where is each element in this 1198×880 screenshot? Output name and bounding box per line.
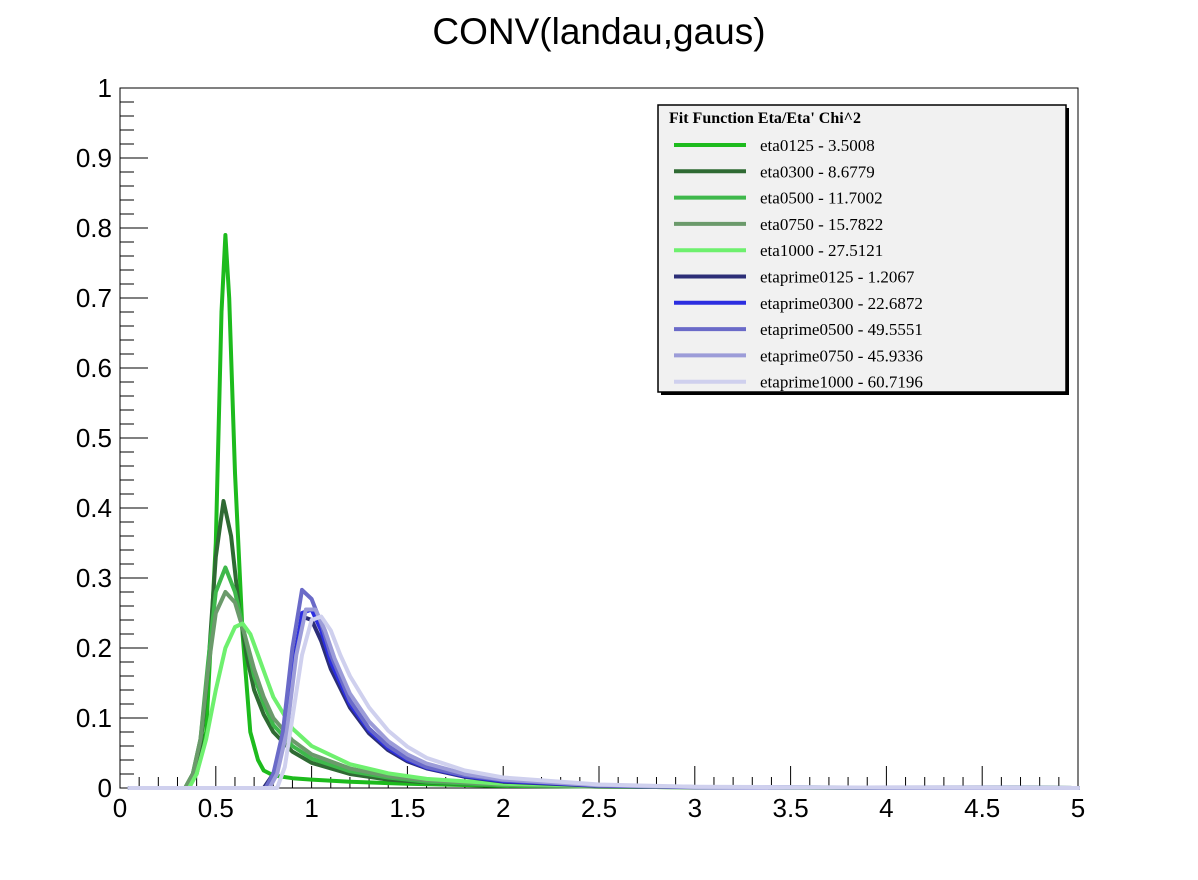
legend-label: etaprime1000 - 60.7196	[760, 373, 923, 392]
x-tick-label: 0.5	[198, 793, 234, 823]
legend-title: Fit Function Eta/Eta' Chi^2	[669, 110, 861, 127]
y-tick-label: 0.4	[76, 493, 112, 523]
chart-title: CONV(landau,gaus)	[432, 11, 765, 52]
legend-label: eta0300 - 8.6779	[760, 162, 875, 181]
legend-label: eta1000 - 27.5121	[760, 241, 883, 260]
legend-label: etaprime0750 - 45.9336	[760, 346, 923, 365]
y-tick-label: 0.2	[76, 633, 112, 663]
x-tick-label: 0	[113, 793, 127, 823]
series-line-6	[127, 614, 1080, 790]
legend-label: eta0750 - 15.7822	[760, 215, 883, 234]
x-tick-label: 2.5	[581, 793, 617, 823]
x-tick-label: 4	[879, 793, 893, 823]
x-tick-label: 3	[688, 793, 702, 823]
y-tick-label: 0.9	[76, 143, 112, 173]
series-line-2	[127, 499, 1080, 790]
legend-label: etaprime0300 - 22.6872	[760, 294, 923, 313]
legend-label: eta0500 - 11.7002	[760, 189, 883, 208]
series-line-10	[127, 614, 1080, 790]
y-tick-label: 0.6	[76, 353, 112, 383]
y-tick-label: 0.3	[76, 563, 112, 593]
series-line-3	[127, 565, 1080, 790]
legend-label: eta0125 - 3.5008	[760, 136, 875, 155]
y-tick-label: 0	[98, 773, 112, 803]
x-tick-label: 5	[1071, 793, 1085, 823]
series-line-5	[127, 621, 1080, 790]
y-tick-label: 1	[98, 73, 112, 103]
y-tick-label: 0.1	[76, 703, 112, 733]
y-tick-label: 0.7	[76, 283, 112, 313]
x-tick-label: 1	[304, 793, 318, 823]
y-tick-label: 0.5	[76, 423, 112, 453]
series-line-9	[127, 607, 1080, 790]
series-line-7	[127, 607, 1080, 790]
x-tick-label: 3.5	[773, 793, 809, 823]
x-tick-label: 4.5	[964, 793, 1000, 823]
x-tick-label: 2	[496, 793, 510, 823]
legend-label: etaprime0125 - 1.2067	[760, 268, 915, 287]
legend-label: etaprime0500 - 49.5551	[760, 320, 923, 339]
y-tick-label: 0.8	[76, 213, 112, 243]
x-tick-label: 1.5	[389, 793, 425, 823]
